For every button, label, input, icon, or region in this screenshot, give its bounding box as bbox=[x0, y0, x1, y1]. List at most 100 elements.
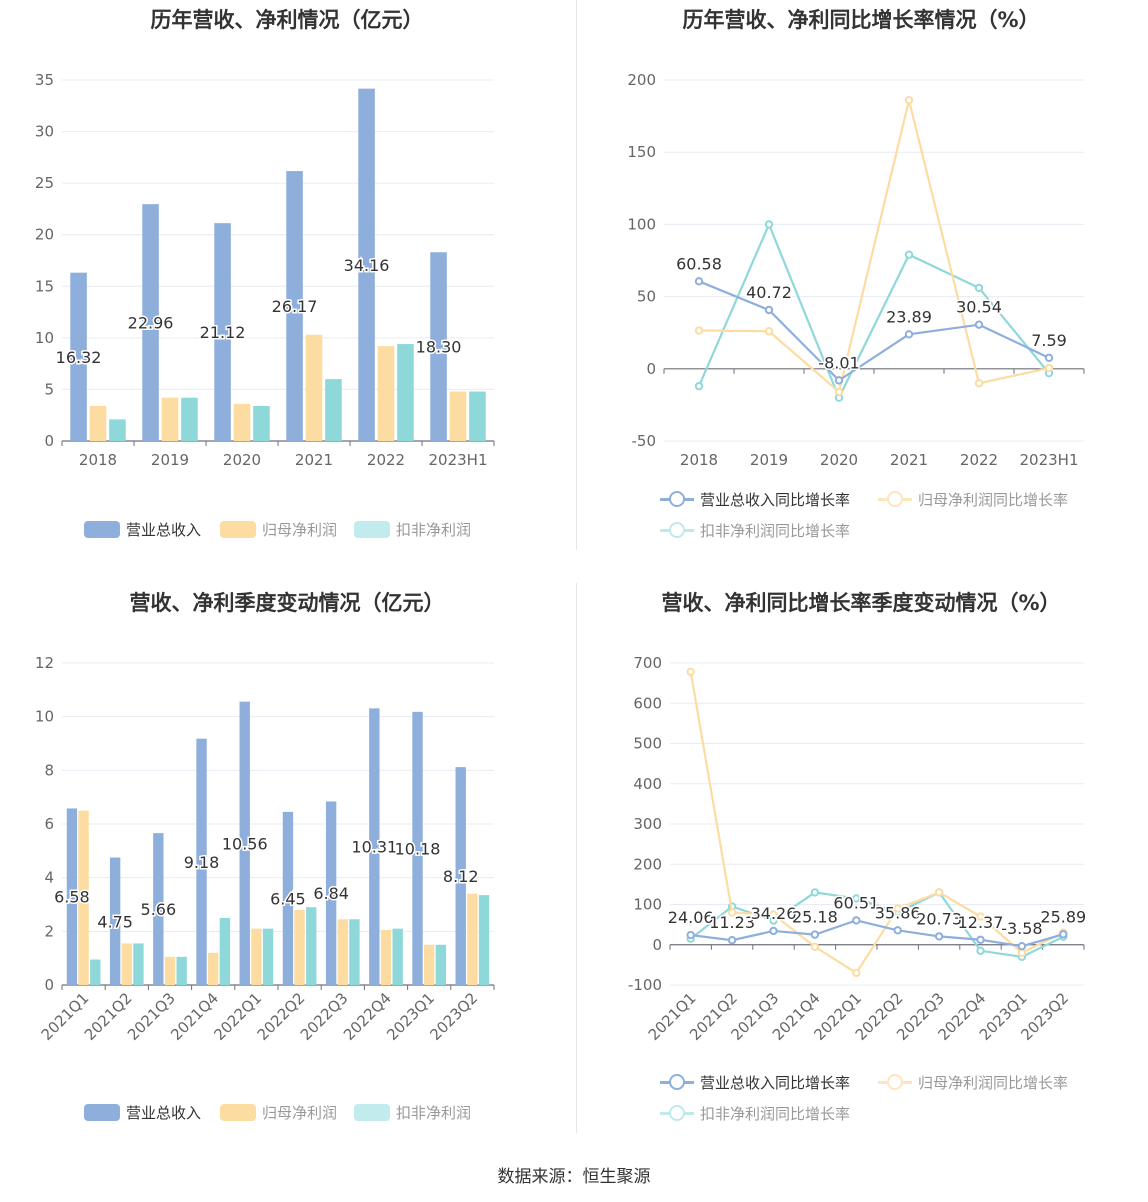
legend-net-profit[interactable]: 归母净利润 bbox=[220, 519, 337, 540]
bar-net-profit bbox=[121, 943, 132, 985]
bar-net-profit bbox=[294, 909, 305, 985]
series-line-net-profit-growth bbox=[698, 99, 1050, 394]
bar-revenue bbox=[70, 272, 87, 441]
chart-title: 历年营收、净利同比增长率情况（%） bbox=[682, 8, 1040, 32]
legend-net-profit-growth[interactable]: 归母净利润同比增长率 bbox=[878, 489, 1068, 510]
data-label: 6.84 bbox=[313, 884, 349, 903]
data-label: 10.56 bbox=[222, 834, 268, 853]
data-point bbox=[769, 926, 778, 936]
legend-revenue-growth[interactable]: 营业总收入同比增长率 bbox=[660, 489, 850, 510]
data-label: 5.66 bbox=[141, 900, 177, 919]
data-point bbox=[769, 910, 778, 919]
legend-net-profit-growth[interactable]: 归母净利润同比增长率 bbox=[878, 1072, 1068, 1093]
legend-deducted-profit-label: 扣非净利润 bbox=[396, 521, 472, 539]
data-point bbox=[976, 946, 985, 955]
chart-panel-annual-growth: 历年营收、净利同比增长率情况（%） -50 0 50 100 150 200 2018 201… bbox=[574, 0, 1148, 580]
bar-deducted-profit bbox=[133, 943, 144, 985]
data-point bbox=[934, 932, 944, 941]
bar-deducted-profit bbox=[253, 405, 270, 441]
bar-deducted-profit bbox=[306, 907, 317, 985]
legend-deducted-profit[interactable]: 扣非净利润 bbox=[354, 1102, 471, 1123]
bar-deducted-profit bbox=[90, 959, 101, 985]
series-line-revenue-growth bbox=[698, 280, 1050, 382]
data-point bbox=[727, 936, 737, 945]
data-point bbox=[934, 888, 944, 897]
y-tick-label: 200 bbox=[627, 71, 656, 89]
legend-deducted-profit-swatch bbox=[354, 1104, 390, 1121]
data-point bbox=[1044, 363, 1054, 373]
bar-net-profit bbox=[208, 952, 219, 985]
data-label: 18.30 bbox=[416, 338, 462, 357]
data-source-note: 数据来源：恒生聚源 bbox=[497, 1167, 651, 1187]
legend-deducted-profit-growth[interactable]: 扣非净利润同比增长率 bbox=[660, 1103, 850, 1124]
legend-revenue-label: 营业总收入 bbox=[126, 521, 202, 539]
y-tick-label: 30 bbox=[35, 123, 54, 141]
vertical-divider bbox=[576, 0, 577, 550]
data-label: 40.72 bbox=[746, 283, 792, 302]
bar-revenue bbox=[66, 808, 78, 985]
legend-net-profit-label: 归母净利润 bbox=[262, 1104, 338, 1122]
bar-revenue bbox=[196, 738, 207, 985]
x-tick-label: 2021 bbox=[890, 451, 928, 469]
legend-net-profit[interactable]: 归母净利润 bbox=[220, 1102, 337, 1123]
legend-net-profit-growth-key bbox=[878, 491, 912, 508]
bar-net-profit bbox=[161, 397, 179, 441]
legend-revenue-growth[interactable]: 营业总收入同比增长率 bbox=[660, 1072, 850, 1093]
y-tick-label: 0 bbox=[44, 976, 54, 994]
data-point bbox=[1059, 930, 1068, 939]
data-label: 9.18 bbox=[184, 853, 220, 872]
annual-amount-chart: 0 5 10 15 20 25 30 35 2018 2019 2020 2021 2022 2023H1… bbox=[35, 71, 495, 469]
bar-deducted-profit bbox=[181, 397, 198, 441]
legend-revenue[interactable]: 营业总收入 bbox=[84, 1102, 201, 1123]
data-point bbox=[1017, 941, 1027, 951]
bar-revenue bbox=[430, 252, 447, 441]
y-tick-label: 10 bbox=[35, 708, 54, 726]
data-point bbox=[904, 250, 914, 259]
bar-net-profit bbox=[305, 334, 323, 441]
bar-revenue bbox=[369, 708, 380, 985]
legend-revenue-swatch bbox=[84, 1104, 120, 1121]
chart-panel-annual-amount: 历年营收、净利情况（亿元） 0 5 10 15 20 25 30 35 2018 2019 2020… bbox=[0, 0, 574, 580]
x-tick-label: 2018 bbox=[680, 451, 718, 469]
legend-revenue[interactable]: 营业总收入 bbox=[84, 519, 201, 540]
data-point bbox=[1017, 948, 1027, 957]
data-label: 6.58 bbox=[54, 888, 90, 907]
data-label: 25.89 bbox=[1040, 907, 1086, 926]
y-tick-label: 12 bbox=[35, 654, 54, 672]
data-point bbox=[893, 904, 902, 913]
bar-deducted-profit bbox=[262, 928, 274, 985]
legend-deducted-profit-growth[interactable]: 扣非净利润同比增长率 bbox=[660, 520, 850, 541]
data-label: 10.18 bbox=[395, 839, 441, 858]
data-point bbox=[810, 942, 820, 951]
legend-deducted-profit-growth-key bbox=[660, 522, 694, 539]
data-label: 34.16 bbox=[344, 256, 390, 275]
quarterly-amount-chart: 0246810122021Q12021Q22021Q32021Q42022Q12… bbox=[35, 654, 495, 1044]
legend-deducted-profit[interactable]: 扣非净利润 bbox=[354, 519, 471, 540]
x-tick-label: 2019 bbox=[750, 451, 788, 469]
data-point bbox=[904, 96, 914, 105]
legend-deducted-profit-growth-label: 扣非净利润同比增长率 bbox=[700, 1105, 851, 1123]
y-tick-label: 10 bbox=[35, 329, 54, 347]
y-tick-label: 600 bbox=[633, 694, 662, 712]
data-point bbox=[694, 277, 704, 286]
y-tick-label: 25 bbox=[35, 174, 54, 192]
y-tick-label: 0 bbox=[44, 432, 54, 450]
data-point bbox=[764, 327, 774, 336]
legend-revenue-swatch bbox=[84, 521, 120, 538]
bar-net-profit bbox=[467, 893, 478, 985]
data-label: 60.51 bbox=[833, 893, 879, 912]
y-tick-label: 5 bbox=[44, 380, 54, 398]
y-tick-label: -100 bbox=[628, 976, 662, 994]
bar-deducted-profit bbox=[392, 928, 403, 985]
data-point bbox=[1044, 353, 1054, 363]
legend-revenue-growth-label: 营业总收入同比增长率 bbox=[700, 1074, 851, 1092]
y-tick-label: 15 bbox=[35, 277, 54, 295]
data-label: 22.96 bbox=[128, 314, 174, 333]
annual-growth-chart: -50 0 50 100 150 200 2018 2019 2020 2021 2022 2023H… bbox=[627, 71, 1085, 469]
data-point bbox=[852, 894, 861, 903]
y-tick-label: 150 bbox=[627, 143, 656, 161]
x-tick-label: 2020 bbox=[820, 451, 858, 469]
y-tick-label: 100 bbox=[633, 896, 662, 914]
data-point bbox=[686, 930, 695, 940]
y-tick-label: 500 bbox=[633, 735, 662, 753]
